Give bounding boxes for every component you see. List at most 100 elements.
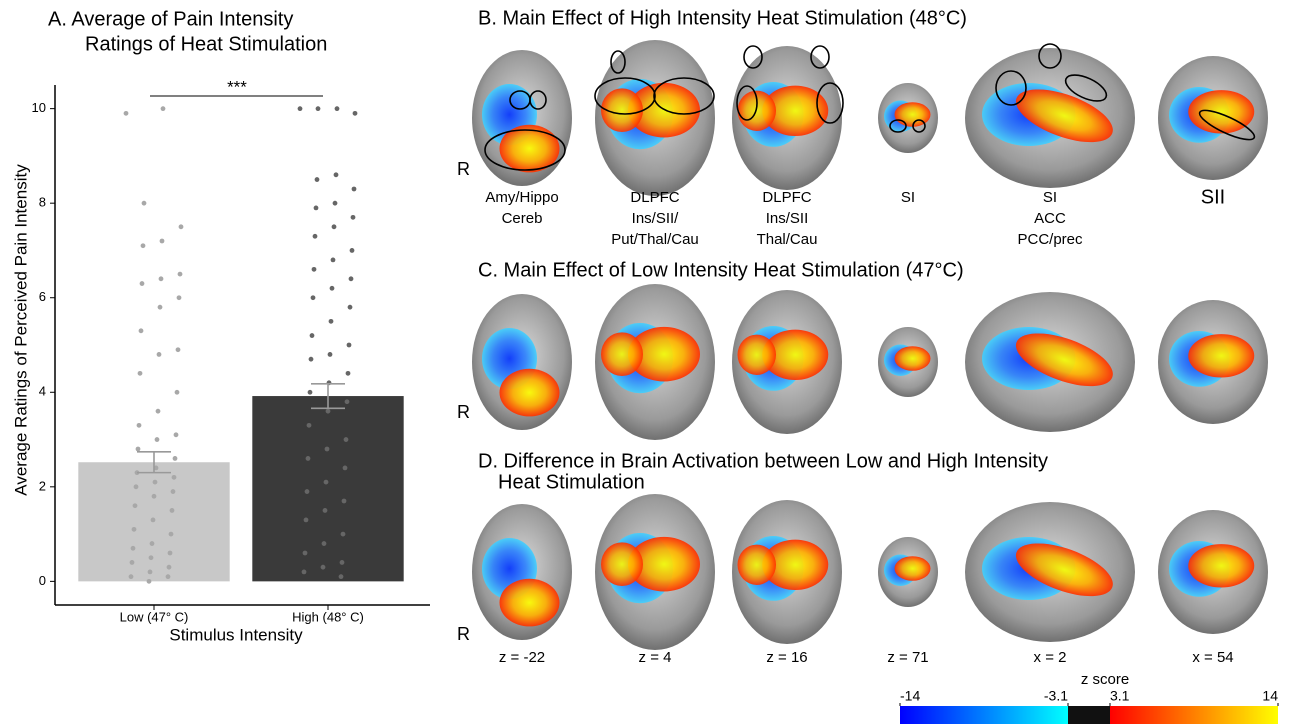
- colorbar-tick-label: 14: [1262, 688, 1278, 704]
- activation-hot: [895, 346, 931, 371]
- side-label: R: [457, 624, 470, 644]
- data-point: [353, 111, 358, 116]
- activation-hot: [1188, 334, 1254, 377]
- data-point: [141, 243, 146, 248]
- panel-title: C. Main Effect of Low Intensity Heat Sti…: [478, 259, 964, 281]
- y-axis-label: Average Ratings of Perceived Pain Intens…: [11, 164, 30, 496]
- data-point: [150, 541, 155, 546]
- colorbar-label: z score: [1081, 671, 1129, 688]
- data-point: [129, 574, 134, 579]
- region-label: PCC/prec: [1017, 231, 1083, 248]
- data-point: [332, 224, 337, 229]
- data-point: [170, 508, 175, 513]
- data-point: [323, 508, 328, 513]
- data-point: [131, 546, 136, 551]
- region-label: Ins/SII/: [632, 210, 680, 227]
- data-point: [311, 295, 316, 300]
- figure: A. Average of Pain IntensityRatings of H…: [0, 0, 1293, 724]
- data-point: [305, 489, 310, 494]
- data-point: [307, 423, 312, 428]
- data-point: [124, 111, 129, 116]
- data-point: [345, 399, 350, 404]
- data-point: [350, 248, 355, 253]
- colorbar-subthreshold: [1068, 706, 1110, 724]
- data-point: [138, 371, 143, 376]
- data-point: [344, 437, 349, 442]
- data-point: [132, 527, 137, 532]
- chart-title: Ratings of Heat Stimulation: [85, 33, 327, 55]
- data-point: [130, 560, 135, 565]
- data-point: [153, 480, 158, 485]
- colorbar-positive: [1110, 706, 1278, 724]
- data-point: [347, 343, 352, 348]
- region-label: SI: [901, 189, 915, 206]
- data-point: [339, 574, 344, 579]
- data-point: [156, 409, 161, 414]
- region-label: Put/Thal/Cau: [611, 231, 699, 248]
- data-point: [348, 305, 353, 310]
- data-point: [134, 484, 139, 489]
- activation-hot: [500, 369, 560, 417]
- data-point: [312, 267, 317, 272]
- data-point: [306, 456, 311, 461]
- data-point: [169, 532, 174, 537]
- data-point: [167, 565, 172, 570]
- activation-hot: [738, 545, 777, 585]
- data-point: [334, 172, 339, 177]
- data-point: [142, 201, 147, 206]
- slice-label: x = 54: [1192, 649, 1233, 666]
- data-point: [166, 574, 171, 579]
- data-point: [168, 551, 173, 556]
- data-point: [310, 333, 315, 338]
- slice-label: z = 4: [639, 649, 672, 666]
- data-point: [158, 305, 163, 310]
- data-point: [302, 570, 307, 575]
- data-point: [139, 328, 144, 333]
- activation-hot: [1188, 544, 1254, 587]
- region-label: SII: [1201, 186, 1225, 208]
- data-point: [171, 489, 176, 494]
- y-tick-label: 8: [39, 195, 46, 210]
- activation-hot: [500, 579, 560, 627]
- region-label: SI: [1043, 189, 1057, 206]
- data-point: [304, 518, 309, 523]
- data-point: [137, 423, 142, 428]
- colorbar-negative: [900, 706, 1068, 724]
- region-label: Cereb: [502, 210, 543, 227]
- data-point: [340, 560, 345, 565]
- data-point: [333, 201, 338, 206]
- x-tick-label: Low (47° C): [120, 609, 189, 624]
- data-point: [326, 409, 331, 414]
- data-point: [352, 187, 357, 192]
- slice-label: x = 2: [1034, 649, 1067, 666]
- data-point: [172, 475, 177, 480]
- side-label: R: [457, 402, 470, 422]
- data-point: [308, 390, 313, 395]
- y-tick-label: 4: [39, 384, 46, 399]
- colorbar-tick-label: -14: [900, 688, 920, 704]
- y-tick-label: 6: [39, 289, 46, 304]
- panel-title: D. Difference in Brain Activation betwee…: [478, 450, 1048, 472]
- activation-hot: [601, 542, 643, 586]
- data-point: [151, 518, 156, 523]
- data-point: [328, 352, 333, 357]
- data-point: [335, 106, 340, 111]
- data-point: [325, 447, 330, 452]
- x-axis-label: Stimulus Intensity: [169, 625, 303, 644]
- data-point: [136, 447, 141, 452]
- data-point: [178, 272, 183, 277]
- data-point: [175, 390, 180, 395]
- data-point: [152, 494, 157, 499]
- data-point: [316, 106, 321, 111]
- data-point: [343, 466, 348, 471]
- significance-label: ***: [227, 77, 247, 96]
- region-label: DLPFC: [762, 189, 811, 206]
- data-point: [173, 456, 178, 461]
- data-point: [298, 106, 303, 111]
- y-tick-label: 2: [39, 478, 46, 493]
- data-point: [303, 551, 308, 556]
- data-point: [155, 437, 160, 442]
- data-point: [329, 319, 334, 324]
- colorbar-tick-label: -3.1: [1044, 688, 1068, 704]
- data-point: [159, 276, 164, 281]
